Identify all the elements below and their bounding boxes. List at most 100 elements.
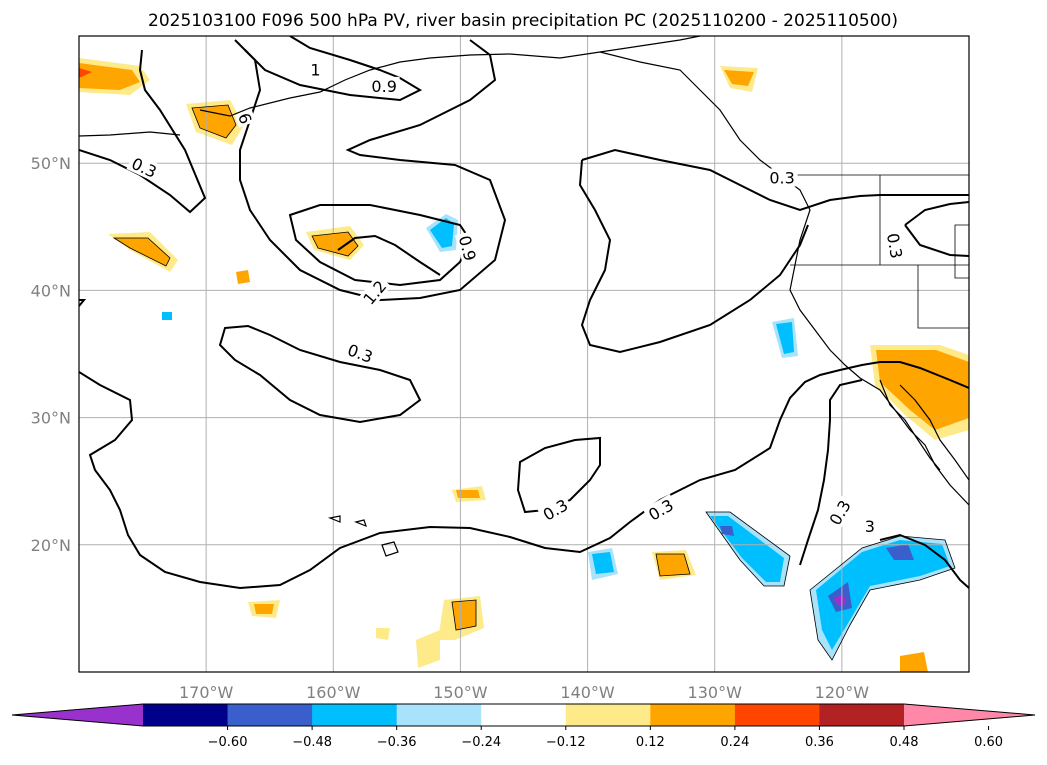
lat-tick-label: 30°N (31, 409, 71, 428)
colorbar-label: 0.48 (890, 735, 919, 750)
lon-tick-labels: 170°W 160°W 150°W 140°W 130°W 120°W (179, 683, 869, 702)
pv-contour (288, 204, 472, 287)
contour-label: 1 (308, 60, 322, 79)
island (327, 515, 341, 523)
colorbar-extend-low (12, 704, 143, 726)
coastline (599, 51, 969, 506)
precip-blob (376, 628, 390, 640)
colorbar-label: −0.48 (292, 735, 332, 750)
pv-contour (799, 379, 863, 566)
precip-outline (451, 599, 477, 631)
precip-blob (430, 218, 454, 248)
precip-outline (112, 237, 171, 267)
contour-label-bg (824, 494, 856, 531)
colorbar-label: 0.60 (974, 735, 1003, 750)
precip-blob (876, 350, 969, 430)
precip-blob (456, 490, 480, 498)
precip-outline (705, 511, 791, 587)
pv-contour (79, 361, 969, 590)
precip-blob (416, 630, 440, 668)
graticule (79, 36, 969, 672)
coastline (79, 131, 181, 137)
precip-blob (886, 544, 914, 560)
contour-label-bg (537, 494, 574, 526)
contour-label-bg (766, 168, 798, 187)
precip-blob (776, 322, 794, 354)
contour-label-bg (308, 60, 322, 79)
pv-contours (79, 36, 969, 590)
lon-tick-label: 150°W (433, 683, 488, 702)
precip-blob (312, 232, 358, 256)
precip-blob (720, 526, 734, 536)
precip-positive-shading (79, 58, 969, 672)
precip-blob (900, 652, 928, 672)
contour-label-text: 0.3 (883, 232, 906, 260)
pv-contour (244, 36, 423, 102)
precip-blob (236, 270, 250, 284)
precip-outlines (112, 104, 956, 661)
lat-tick-labels: 50°N 40°N 30°N 20°N (31, 154, 71, 555)
colorbar-label: 0.12 (636, 735, 665, 750)
precip-blob (79, 68, 92, 78)
lon-tick-label: 140°W (560, 683, 615, 702)
contour-label-bg (863, 516, 877, 535)
contour-label: 3 (863, 516, 877, 536)
precip-outline (311, 231, 359, 257)
contour-label-bg (234, 109, 256, 128)
colorbar-segment (650, 704, 736, 726)
pv-contour (578, 159, 809, 354)
contour-label-text: 1 (310, 60, 320, 79)
coastline (879, 379, 941, 471)
contour-label: 6 (234, 109, 256, 128)
precip-blob (452, 600, 476, 630)
colorbar-outline (11, 703, 1036, 727)
contour-label-text: 0.3 (769, 168, 794, 187)
contour-label-bg (642, 494, 679, 526)
precip-outline (655, 553, 691, 577)
colorbar-label: 0.24 (720, 735, 749, 750)
pv-contour (904, 201, 969, 257)
lon-tick-label: 170°W (179, 683, 234, 702)
pv-contour (234, 39, 507, 302)
contour-label-text: 3 (865, 517, 875, 536)
contour-label: 0.3 (883, 228, 907, 263)
coastlines (79, 36, 969, 557)
coastline (899, 384, 969, 481)
precip-blob (834, 594, 846, 606)
contour-label: 0.3 (766, 168, 798, 187)
precip-blob (192, 105, 236, 138)
colorbar-segment (734, 704, 820, 726)
colorbar-segment (481, 704, 567, 726)
precip-negative-shading (162, 214, 955, 660)
colorbar-label: −0.12 (546, 735, 586, 750)
colorbar-label: 0.36 (805, 735, 834, 750)
colorbar-segment (565, 704, 651, 726)
state-boundary (790, 174, 969, 329)
precip-blob (656, 554, 690, 576)
contour-label-text: 0.9 (371, 77, 396, 96)
precip-blob (162, 312, 172, 320)
colorbar-segment (227, 704, 313, 726)
precip-blob (592, 552, 614, 574)
precip-blob (114, 238, 170, 266)
lat-tick-label: 20°N (31, 536, 71, 555)
precip-outline (191, 104, 237, 139)
colorbar-label: −0.36 (377, 735, 417, 750)
colorbar-segment (396, 704, 482, 726)
precip-blob (254, 604, 274, 614)
colorbar-segment (312, 704, 398, 726)
contour-label-bg (368, 76, 400, 95)
colorbar-label: −0.24 (461, 735, 501, 750)
precip-blob (724, 70, 754, 86)
pv-contour (218, 324, 422, 424)
contour-label-bg (357, 274, 392, 310)
colorbar-segment (819, 704, 905, 726)
colorbar-label: −0.60 (208, 735, 248, 750)
colorbar: −0.60 −0.48 −0.36 −0.24 −0.12 0.12 0.24 0.36 0.4… (11, 703, 1036, 750)
contour-label-bg (342, 339, 378, 367)
lon-tick-label: 120°W (815, 683, 870, 702)
lat-tick-label: 50°N (31, 154, 71, 173)
colorbar-extend-high (904, 704, 1035, 726)
